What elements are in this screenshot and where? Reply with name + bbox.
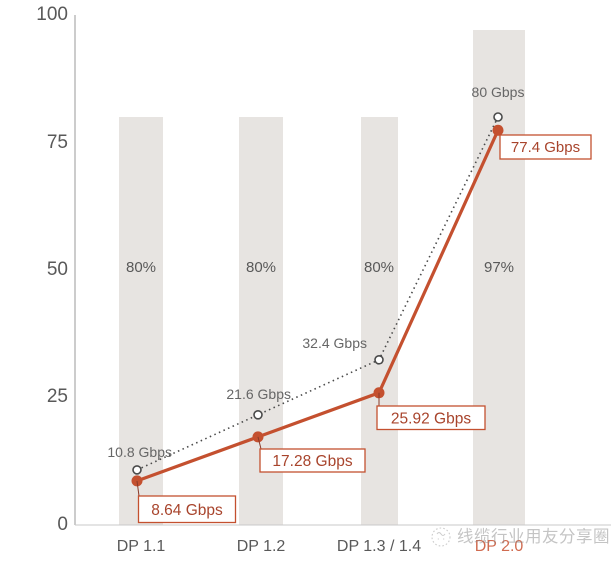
svg-text:80%: 80% <box>126 259 156 276</box>
svg-text:线缆行业用友分享圈: 线缆行业用友分享圈 <box>457 527 610 546</box>
svg-text:DP 1.2: DP 1.2 <box>237 538 286 555</box>
svg-text:0: 0 <box>57 514 68 535</box>
svg-text:17.28 Gbps: 17.28 Gbps <box>272 453 352 470</box>
svg-text:25: 25 <box>47 386 68 407</box>
svg-text:32.4 Gbps: 32.4 Gbps <box>302 335 367 351</box>
svg-text:80%: 80% <box>364 259 394 276</box>
svg-text:50: 50 <box>47 259 68 280</box>
svg-text:8.64 Gbps: 8.64 Gbps <box>151 502 223 519</box>
svg-text:80%: 80% <box>246 259 276 276</box>
svg-text:21.6 Gbps: 21.6 Gbps <box>226 386 291 402</box>
svg-text:75: 75 <box>47 132 68 153</box>
svg-text:25.92 Gbps: 25.92 Gbps <box>391 411 471 428</box>
svg-text:77.4 Gbps: 77.4 Gbps <box>511 139 580 156</box>
svg-text:80 Gbps: 80 Gbps <box>472 84 525 100</box>
svg-text:10.8 Gbps: 10.8 Gbps <box>107 444 172 460</box>
svg-text:DP 1.1: DP 1.1 <box>117 538 166 555</box>
svg-text:100: 100 <box>36 4 68 25</box>
svg-text:DP 1.3 / 1.4: DP 1.3 / 1.4 <box>337 538 421 555</box>
svg-text:97%: 97% <box>484 259 514 276</box>
